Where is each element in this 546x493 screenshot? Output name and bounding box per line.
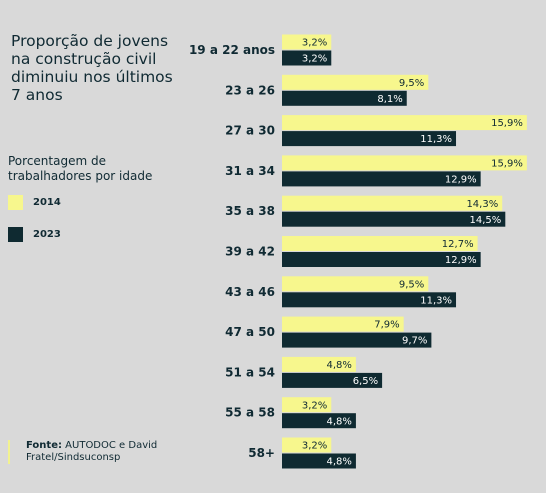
category-label-58: 58+ xyxy=(248,446,275,460)
value-label-2014-43-a-46: 9,5% xyxy=(399,279,424,290)
bar-2014-47-a-50 xyxy=(282,316,404,332)
bar-2014-55-a-58 xyxy=(282,397,332,413)
bar-2014-27-a-30 xyxy=(282,115,527,131)
value-label-2023-55-a-58: 4,8% xyxy=(327,416,352,427)
bar-2023-23-a-26 xyxy=(282,90,407,106)
chart-title: Proporção de jovens na construção civil … xyxy=(11,32,173,104)
legend-item-2014: 2014 xyxy=(8,194,61,210)
value-label-2014-39-a-42: 12,7% xyxy=(442,239,474,250)
legend-swatch-2023 xyxy=(8,226,23,242)
value-label-2023-43-a-46: 11,3% xyxy=(420,295,452,306)
bar-2014-23-a-26 xyxy=(282,74,429,90)
bar-2023-39-a-42 xyxy=(282,252,481,267)
legend-item-2023: 2023 xyxy=(8,226,61,242)
bar-2023-35-a-38 xyxy=(282,211,506,227)
bar-2023-43-a-46 xyxy=(282,292,457,308)
category-label-39-a-42: 39 a 42 xyxy=(225,245,275,259)
value-label-2023-39-a-42: 12,9% xyxy=(445,255,477,266)
value-label-2014-23-a-26: 9,5% xyxy=(399,78,424,89)
value-label-2023-23-a-26: 8,1% xyxy=(377,94,402,105)
bar-2023-51-a-54 xyxy=(282,372,383,388)
bar-2014-19-a-22-anos xyxy=(282,34,332,50)
category-label-27-a-30: 27 a 30 xyxy=(225,124,275,138)
value-label-2014-31-a-34: 15,9% xyxy=(491,159,523,170)
category-label-31-a-34: 31 a 34 xyxy=(225,164,275,178)
source-label: Fonte: xyxy=(26,440,62,451)
value-label-2023-51-a-54: 6,5% xyxy=(353,376,378,387)
value-label-2023-58: 4,8% xyxy=(327,457,352,468)
bar-2023-31-a-34 xyxy=(282,171,481,187)
value-label-2023-31-a-34: 12,9% xyxy=(445,175,477,186)
source-note: Fonte: AUTODOC e David Fratel/Sindsucons… xyxy=(8,440,206,464)
bar-2014-58 xyxy=(282,437,332,453)
value-label-2014-19-a-22-anos: 3,2% xyxy=(302,38,327,49)
category-label-55-a-58: 55 a 58 xyxy=(225,406,275,420)
legend-swatch-2014 xyxy=(8,194,23,210)
category-label-47-a-50: 47 a 50 xyxy=(225,325,275,339)
value-label-2014-58: 3,2% xyxy=(302,441,327,452)
legend-label-2014: 2014 xyxy=(33,196,61,208)
bar-2023-55-a-58 xyxy=(282,413,356,429)
bar-2023-58 xyxy=(282,453,356,469)
value-label-2014-51-a-54: 4,8% xyxy=(327,360,352,371)
value-label-2014-35-a-38: 14,3% xyxy=(466,199,498,210)
legend-label-2023: 2023 xyxy=(33,228,61,240)
value-label-2023-19-a-22-anos: 3,2% xyxy=(302,54,327,65)
source-text: AUTODOC e David Fratel/Sindsuconsp xyxy=(26,440,158,463)
category-label-19-a-22-anos: 19 a 22 anos xyxy=(189,43,275,57)
bar-2014-35-a-38 xyxy=(282,195,503,211)
value-label-2014-27-a-30: 15,9% xyxy=(491,118,523,129)
category-label-51-a-54: 51 a 54 xyxy=(225,365,275,379)
value-label-2023-35-a-38: 14,5% xyxy=(470,215,502,226)
category-label-43-a-46: 43 a 46 xyxy=(225,285,275,299)
value-label-2014-47-a-50: 7,9% xyxy=(374,320,399,331)
value-label-2014-55-a-58: 3,2% xyxy=(302,400,327,411)
value-label-2023-27-a-30: 11,3% xyxy=(420,134,452,145)
bar-2023-47-a-50 xyxy=(282,332,432,348)
bar-2014-39-a-42 xyxy=(282,236,478,251)
bar-2023-19-a-22-anos xyxy=(282,50,332,66)
legend-title: Porcentagem de trabalhadores por idade xyxy=(8,154,153,183)
bar-2023-27-a-30 xyxy=(282,131,457,147)
category-label-35-a-38: 35 a 38 xyxy=(225,204,275,218)
value-label-2023-47-a-50: 9,7% xyxy=(402,336,427,347)
bar-2014-51-a-54 xyxy=(282,356,356,372)
bar-2014-31-a-34 xyxy=(282,155,527,171)
bar-2014-43-a-46 xyxy=(282,276,429,292)
category-label-23-a-26: 23 a 26 xyxy=(225,83,275,97)
